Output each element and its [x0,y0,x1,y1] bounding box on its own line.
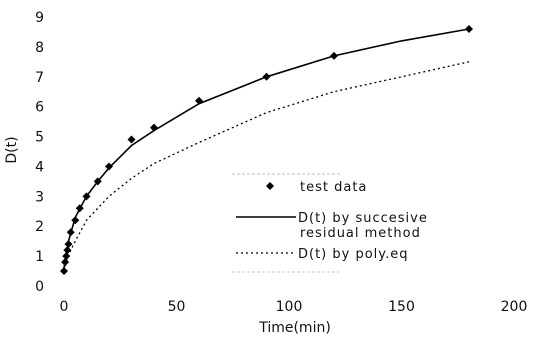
y-axis-label: D(t) [4,136,20,163]
legend-label: test data [300,180,367,195]
y-tick-label: 0 [35,279,44,295]
legend-label: D(t) by succesive residual method [298,211,428,241]
chart-axes: 0 50 100 150 200 0 1 2 3 4 5 6 7 8 9 [35,10,527,315]
y-tick-label: 1 [35,249,44,265]
data-point-diamond [128,136,136,144]
x-axis-label: Time(min) [258,320,331,336]
y-tick-label: 4 [35,159,44,175]
x-tick-label: 150 [388,299,415,315]
legend-swatch-diamond [266,182,274,190]
x-tick-label: 0 [60,299,69,315]
y-tick-label: 2 [35,219,44,235]
x-tick-label: 100 [276,299,303,315]
y-tick-label: 5 [35,130,44,146]
y-tick-label: 8 [35,40,44,56]
data-point-diamond [105,162,113,170]
legend-label: D(t) by poly.eq [298,247,409,262]
x-tick-label: 200 [501,299,528,315]
x-tick-label: 50 [168,299,186,315]
y-tick-label: 9 [35,10,44,26]
y-tick-label: 6 [35,100,44,116]
y-tick-label: 7 [35,70,44,86]
y-tick-label: 3 [35,189,44,205]
chart-legend: test data D(t) by succesive residual metho… [232,174,428,272]
